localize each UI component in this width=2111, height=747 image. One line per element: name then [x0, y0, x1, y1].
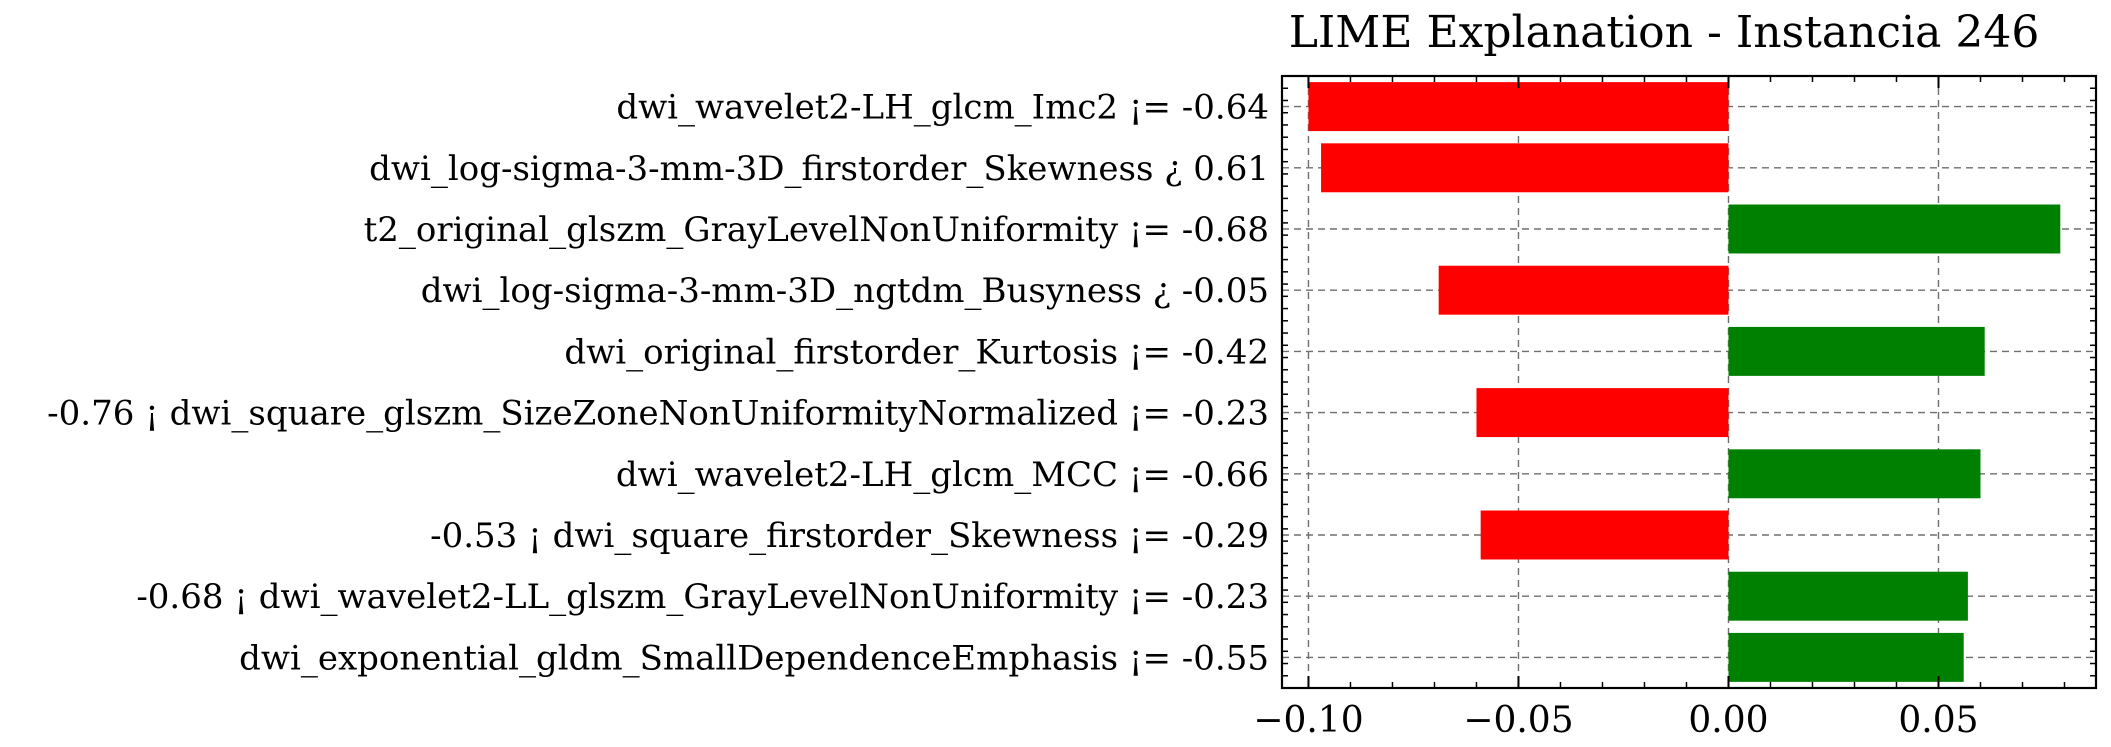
bar [1308, 82, 1729, 132]
y-axis-labels: dwi_wavelet2-LH_glcm_Imc2 ¡= -0.64 dwi_lo… [47, 88, 1269, 679]
bar [1728, 632, 1964, 682]
y-tick-label: dwi_exponential_gldm_SmallDependenceEmph… [239, 638, 1269, 678]
chart-title: LIME Explanation - Instancia 246 [1289, 7, 2040, 58]
bar [1438, 265, 1729, 315]
x-tick-label: −0.10 [1253, 700, 1363, 741]
bar [1728, 204, 2061, 254]
bar [1728, 571, 1968, 621]
x-tick-label: 0.00 [1688, 700, 1768, 741]
bar [1476, 388, 1729, 438]
y-tick-label: dwi_wavelet2-LH_glcm_Imc2 ¡= -0.64 [616, 88, 1269, 128]
y-tick-label: dwi_original_firstorder_Kurtosis ¡= -0.4… [564, 332, 1269, 372]
y-tick-label: -0.53 ¡ dwi_square_firstorder_Skewness ¡… [430, 516, 1269, 556]
y-tick-label: -0.76 ¡ dwi_square_glszm_SizeZoneNonUnif… [47, 394, 1269, 434]
bar [1480, 510, 1729, 560]
y-tick-label: dwi_log-sigma-3-mm-3D_ngtdm_Busyness ¿ -… [421, 271, 1269, 311]
x-tick-label: 0.05 [1898, 700, 1978, 741]
y-tick-label: -0.68 ¡ dwi_wavelet2-LL_glszm_GrayLevelN… [136, 577, 1269, 617]
bar [1728, 326, 1985, 376]
bar [1728, 449, 1981, 499]
x-tick-label: −0.05 [1463, 700, 1573, 741]
bar [1321, 143, 1729, 193]
axis-ticks [1282, 76, 2096, 688]
y-tick-label: dwi_wavelet2-LH_glcm_MCC ¡= -0.66 [616, 455, 1269, 495]
x-axis-tick-labels: −0.10 −0.05 0.00 0.05 [1253, 700, 1978, 741]
y-tick-label: t2_original_glszm_GrayLevelNonUniformity… [364, 210, 1269, 250]
y-tick-label: dwi_log-sigma-3-mm-3D_firstorder_Skewnes… [369, 149, 1269, 189]
bars [1308, 82, 2061, 682]
